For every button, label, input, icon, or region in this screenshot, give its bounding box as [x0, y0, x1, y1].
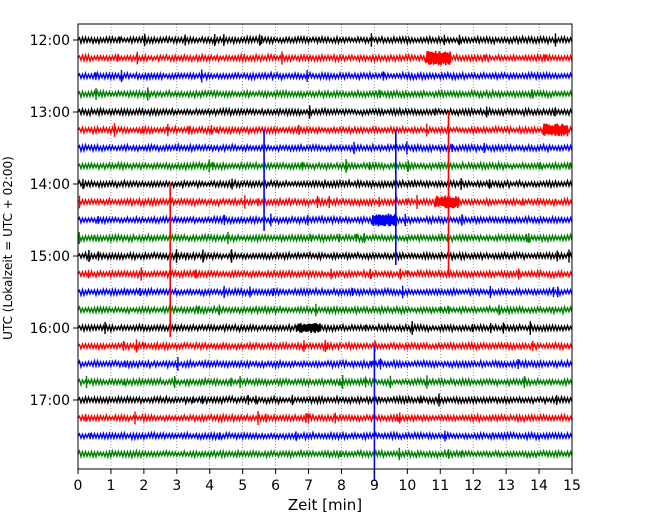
- x-tick-label: 2: [139, 478, 148, 494]
- x-tick-label: 12: [464, 478, 482, 494]
- y-tick-label: 13:00: [30, 105, 70, 121]
- y-axis-ticks: 12:00 13:00 14:00 15:00 16:00 17:00: [30, 33, 78, 409]
- x-tick-label: 14: [530, 478, 548, 494]
- x-axis-ticks: 0 1 2 3 4 5 6 7 8 9 10 11 12 13 14 15: [74, 469, 581, 494]
- trace-0: [77, 34, 573, 47]
- trace-13: [77, 268, 573, 280]
- trace-1: [77, 52, 573, 64]
- trace-15: [77, 304, 573, 316]
- event-burst: [425, 50, 452, 66]
- y-axis-label: UTC (Lokalzeit = UTC + 02:00): [1, 156, 15, 340]
- trace-6: [77, 141, 573, 154]
- x-tick-label: 3: [172, 478, 181, 494]
- trace-20: [77, 393, 573, 406]
- x-tick-label: 8: [337, 478, 346, 494]
- trace-21: [77, 412, 573, 424]
- y-tick-label: 14:00: [30, 177, 70, 193]
- trace-8: [77, 178, 573, 190]
- trace-23: [77, 448, 573, 460]
- trace-11: [77, 231, 573, 244]
- trace-5: [77, 124, 573, 136]
- x-tick-label: 10: [398, 478, 416, 494]
- x-tick-label: 13: [497, 478, 515, 494]
- event-burst: [295, 323, 322, 333]
- trace-9: [77, 196, 573, 208]
- trace-22: [77, 429, 573, 442]
- trace-2: [77, 70, 573, 82]
- trace-19: [77, 376, 573, 388]
- x-tick-label: 15: [563, 478, 581, 494]
- grid-lines: [110, 24, 540, 469]
- x-tick-label: 4: [205, 478, 214, 494]
- x-tick-label: 0: [74, 478, 83, 494]
- trace-14: [77, 286, 573, 298]
- trace-4: [77, 105, 573, 118]
- trace-12: [77, 250, 573, 263]
- x-tick-label: 5: [238, 478, 247, 494]
- x-tick-label: 1: [106, 478, 115, 494]
- y-tick-label: 16:00: [30, 321, 70, 337]
- seismogram-traces: [77, 33, 573, 461]
- trace-18: [77, 358, 573, 371]
- trace-10: [77, 214, 573, 226]
- event-burst: [434, 195, 460, 209]
- x-tick-label: 11: [431, 478, 449, 494]
- x-tick-label: 7: [304, 478, 313, 494]
- x-tick-label: 9: [370, 478, 379, 494]
- y-tick-label: 15:00: [30, 249, 70, 265]
- event-burst: [542, 123, 569, 137]
- y-tick-label: 17:00: [30, 393, 70, 409]
- trace-7: [77, 160, 573, 173]
- x-axis-label: Zeit [min]: [288, 496, 362, 514]
- x-tick-label: 6: [271, 478, 280, 494]
- event-burst: [371, 213, 398, 227]
- seismic-events: [169, 50, 569, 481]
- plot-frame: [77, 23, 573, 470]
- y-tick-label: 12:00: [30, 33, 70, 49]
- trace-3: [77, 88, 573, 100]
- trace-16: [77, 322, 573, 335]
